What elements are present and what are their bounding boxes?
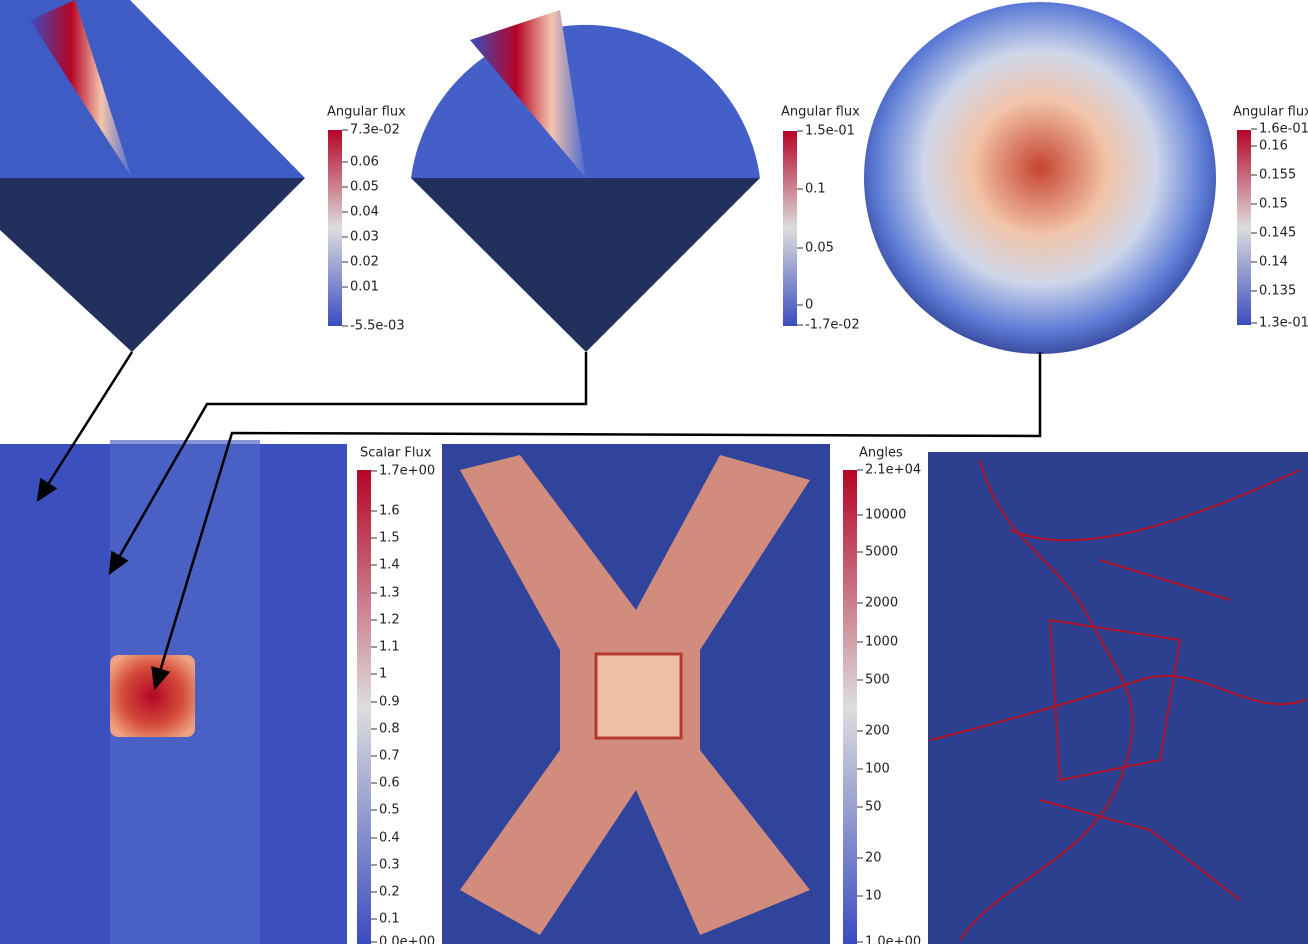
tick-label: 0.0e+00 bbox=[379, 935, 435, 944]
tick-label: 1.0e+00 bbox=[865, 935, 921, 944]
tick-label: 0.145 bbox=[1259, 226, 1296, 241]
tick-label: 2000 bbox=[865, 596, 898, 611]
tick-label: 0.06 bbox=[350, 155, 379, 170]
tick-label: 0.9 bbox=[379, 695, 400, 710]
tick-label: 0.03 bbox=[350, 230, 379, 245]
tick-label: 1.7e+00 bbox=[379, 464, 435, 479]
colorbars: Angular flux 7.3e-02 0.06 0.05 0.04 0.03 0.02 0… bbox=[327, 105, 1308, 944]
tick-label: 10 bbox=[865, 889, 882, 904]
tick-label: 0 bbox=[805, 298, 813, 313]
tick-label: 0.6 bbox=[379, 776, 400, 791]
tick-label: 0.135 bbox=[1259, 284, 1296, 299]
tick-label: 0.7 bbox=[379, 749, 400, 764]
colorbar bbox=[357, 470, 371, 944]
connectors bbox=[36, 351, 1042, 691]
tick-label: 1.5e-01 bbox=[805, 124, 855, 139]
colorbar bbox=[843, 470, 857, 944]
tick-label: 50 bbox=[865, 800, 882, 815]
tick-label: 1 bbox=[379, 667, 387, 682]
tick-label: 100 bbox=[865, 762, 890, 777]
tick-label: 500 bbox=[865, 673, 890, 688]
colorbar bbox=[783, 131, 797, 326]
tick-label: 1.1 bbox=[379, 640, 400, 655]
tick-label: 0.155 bbox=[1259, 168, 1296, 183]
tick-label: 1.2 bbox=[379, 613, 400, 628]
tick-label: 0.15 bbox=[1259, 197, 1288, 212]
tick-label: 0.3 bbox=[379, 858, 400, 873]
tick-label: 1.3 bbox=[379, 586, 400, 601]
colorbar-title: Angles bbox=[859, 446, 903, 461]
tick-label: 0.4 bbox=[379, 831, 400, 846]
tick-label: 7.3e-02 bbox=[350, 123, 400, 138]
tick-label: 10000 bbox=[865, 508, 906, 523]
tick-label: 1.3e-01 bbox=[1259, 316, 1308, 331]
tick-label: -1.7e-02 bbox=[805, 318, 860, 333]
tick-label: 1.6e-01 bbox=[1259, 122, 1308, 137]
tick-label: 1.4 bbox=[379, 558, 400, 573]
tick-label: 0.02 bbox=[350, 255, 379, 270]
tick-label: 0.5 bbox=[379, 803, 400, 818]
tick-label: 0.05 bbox=[805, 241, 834, 256]
tick-label: 0.04 bbox=[350, 205, 379, 220]
tick-label: 1000 bbox=[865, 635, 898, 650]
tick-label: 1.5 bbox=[379, 531, 400, 546]
tick-label: 5000 bbox=[865, 545, 898, 560]
tick-label: -5.5e-03 bbox=[350, 319, 405, 334]
tick-label: 0.1 bbox=[805, 182, 826, 197]
colorbar-title: Angular flux bbox=[1233, 105, 1308, 120]
tick-label: 1.6 bbox=[379, 504, 400, 519]
tick-label: 0.01 bbox=[350, 280, 379, 295]
tick-label: 0.14 bbox=[1259, 255, 1288, 270]
tick-label: 0.16 bbox=[1259, 139, 1288, 154]
tick-label: 0.2 bbox=[379, 885, 400, 900]
tick-label: 200 bbox=[865, 724, 890, 739]
colorbar-title: Angular flux bbox=[327, 105, 406, 120]
colorbar-title: Angular flux bbox=[781, 105, 860, 120]
tick-label: 0.8 bbox=[379, 722, 400, 737]
tick-label: 20 bbox=[865, 851, 882, 866]
colorbar bbox=[1237, 130, 1251, 325]
colorbar bbox=[328, 130, 342, 326]
tick-label: 2.1e+04 bbox=[865, 463, 921, 478]
tick-label: 0.1 bbox=[379, 912, 400, 927]
colorbar-title: Scalar Flux bbox=[360, 446, 432, 461]
tick-label: 0.05 bbox=[350, 180, 379, 195]
